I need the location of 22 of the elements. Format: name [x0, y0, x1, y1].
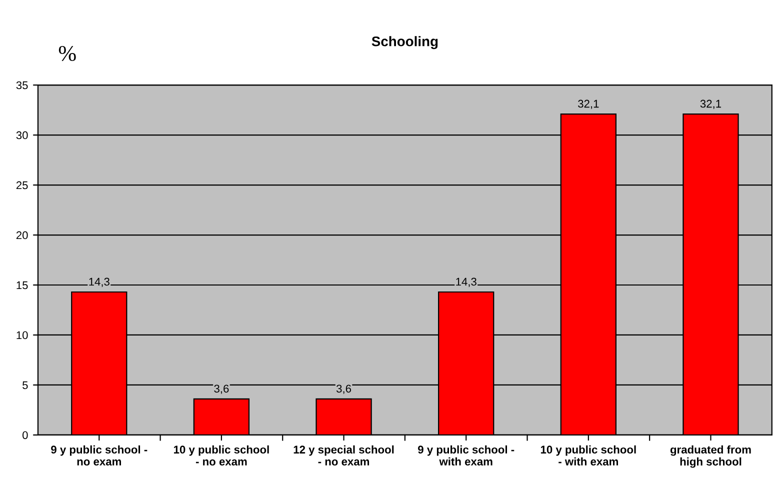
x-tick-label: 9 y public school - no exam: [51, 445, 148, 466]
data-label: 3,6: [336, 384, 352, 394]
x-tick-label: 12 y special school - no exam: [294, 445, 394, 466]
data-label: 14,3: [456, 278, 476, 287]
data-label: 32,1: [700, 100, 722, 109]
data-label: 14,3: [89, 278, 110, 287]
data-label: 3,6: [214, 384, 229, 394]
y-tick-label: 20: [16, 231, 28, 240]
y-tick-label: 25: [16, 181, 28, 190]
y-tick-label: 15: [16, 281, 28, 290]
x-tick-label: graduated from high school: [670, 445, 751, 468]
chart-title: Schooling: [372, 36, 438, 50]
y-axis-title: %: [58, 46, 76, 62]
y-tick-label: 0: [22, 431, 28, 440]
x-tick-label: 10 y public school - with exam: [540, 445, 636, 466]
x-tick-label: 9 y public school - with exam: [418, 445, 514, 466]
x-tick-label: 10 y public school - no exam: [174, 445, 269, 466]
y-tick-label: 10: [16, 331, 28, 340]
y-tick-label: 35: [16, 81, 28, 90]
y-tick-label: 5: [22, 381, 28, 390]
data-label: 32,1: [578, 100, 599, 109]
y-tick-label: 30: [16, 131, 28, 140]
